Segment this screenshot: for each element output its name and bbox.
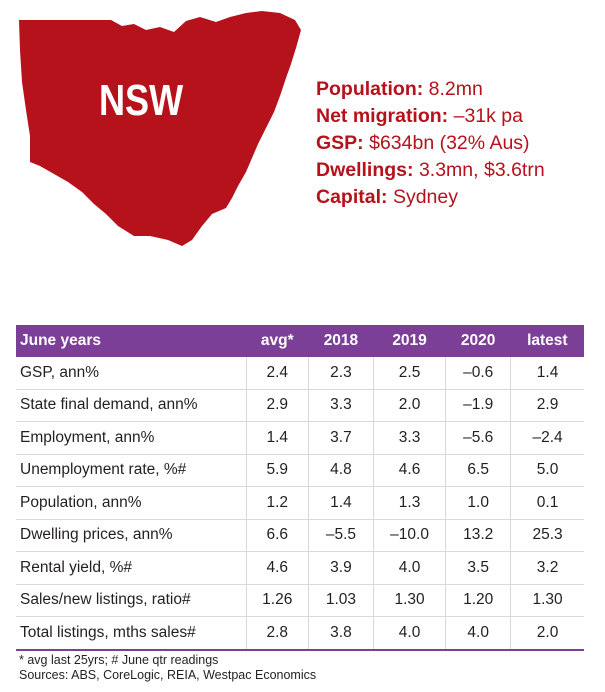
table-cell: 2.9 [510,389,584,422]
table-row: Rental yield, %# 4.6 3.9 4.0 3.5 3.2 [16,551,584,585]
table-cell: 3.9 [307,551,374,585]
table-cell: 1.3 [372,486,446,520]
table-cell: –5.6 [445,421,511,455]
table-cell: 2.5 [372,357,446,390]
table-cell: 4.6 [245,551,309,585]
fact-value: Sydney [392,186,458,208]
table-row: Population, ann% 1.2 1.4 1.3 1.0 0.1 [16,486,584,520]
fact-label: GSP: [316,132,364,154]
table-cell: 4.6 [372,454,446,487]
row-label: Population, ann% [16,486,246,520]
column-header: latest [510,325,584,357]
table-cell: 6.6 [245,519,309,552]
footnote-definitions: * avg last 25yrs; # June qtr readings [19,653,219,667]
fact-net-migration: Net migration: –31k pa [316,103,545,130]
table-cell: 2.0 [372,389,446,422]
table-cell: 1.4 [245,421,309,455]
table-cell: 3.2 [510,551,584,585]
table-cell: 3.5 [445,551,511,585]
row-label: Dwelling prices, ann% [16,519,246,552]
table-cell: 25.3 [510,519,584,552]
table-cell: –0.6 [445,357,511,390]
table-cell: 2.0 [510,616,584,651]
fact-label: Net migration: [316,105,449,127]
table-cell: 1.26 [245,584,309,617]
table-cell: 4.0 [445,616,511,651]
table-cell: 2.9 [245,389,309,422]
table-cell: 1.4 [510,357,584,390]
table-cell: 6.5 [445,454,511,487]
nsw-state-shape [19,11,301,246]
footnote-sources: Sources: ABS, CoreLogic, REIA, Westpac E… [19,668,317,682]
table-cell: 1.30 [510,584,584,617]
row-label: Employment, ann% [16,421,246,455]
table-cell: –1.9 [445,389,511,422]
table-cell: 5.9 [245,454,309,487]
table-cell: 2.8 [245,616,309,651]
footnotes: * avg last 25yrs; # June qtr readings So… [19,653,316,683]
column-header: 2018 [308,325,374,357]
table-row: GSP, ann% 2.4 2.3 2.5 –0.6 1.4 [16,357,584,390]
fact-population: Population: 8.2mn [316,76,545,103]
row-label: Unemployment rate, %# [16,454,246,487]
row-label: Total listings, mths sales# [16,616,246,651]
fact-value: $634bn (32% Aus) [369,132,530,154]
table-cell: 2.4 [245,357,309,390]
table-cell: 3.8 [307,616,374,651]
table-cell: 4.0 [372,551,446,585]
table-cell: 1.0 [445,486,511,520]
column-header: June years [16,325,246,357]
table-cell: 1.03 [307,584,374,617]
table-cell: 3.7 [307,421,374,455]
table-cell: 3.3 [307,389,374,422]
table-cell: –5.5 [307,519,374,552]
fact-label: Capital: [316,186,388,208]
row-label: State final demand, ann% [16,389,246,422]
row-label: Rental yield, %# [16,551,246,585]
table-cell: –10.0 [372,519,446,552]
table-row: Total listings, mths sales# 2.8 3.8 4.0 … [16,616,584,651]
table-cell: 4.8 [307,454,374,487]
key-facts: Population: 8.2mn Net migration: –31k pa… [316,76,545,211]
economic-indicators-table: June years avg* 2018 2019 2020 latest GS… [16,325,584,651]
table-cell: 1.20 [445,584,511,617]
table-row: Employment, ann% 1.4 3.7 3.3 –5.6 –2.4 [16,421,584,455]
row-label: Sales/new listings, ratio# [16,584,246,617]
table-header-row: June years avg* 2018 2019 2020 latest [16,325,584,357]
fact-value: 3.3mn, $3.6trn [418,159,545,181]
fact-dwellings: Dwellings: 3.3mn, $3.6trn [316,157,545,184]
table-cell: –2.4 [510,421,584,455]
table-cell: 0.1 [510,486,584,520]
row-label: GSP, ann% [16,357,246,390]
table-cell: 1.2 [245,486,309,520]
table-cell: 1.30 [372,584,446,617]
table-cell: 2.3 [307,357,374,390]
column-header: 2020 [445,325,511,357]
fact-value: 8.2mn [428,78,483,100]
table-cell: 5.0 [510,454,584,487]
table-cell: 13.2 [445,519,511,552]
column-header: 2019 [373,325,446,357]
fact-value: –31k pa [453,105,523,127]
table-cell: 1.4 [307,486,374,520]
table-cell: 3.3 [372,421,446,455]
fact-label: Population: [316,78,424,100]
state-label: NSW [99,76,184,125]
column-header: avg* [246,325,309,357]
table-row: Sales/new listings, ratio# 1.26 1.03 1.3… [16,584,584,617]
fact-gsp: GSP: $634bn (32% Aus) [316,130,545,157]
table-row: Dwelling prices, ann% 6.6 –5.5 –10.0 13.… [16,519,584,552]
fact-capital: Capital: Sydney [316,184,545,211]
table-row: State final demand, ann% 2.9 3.3 2.0 –1.… [16,389,584,422]
nsw-map [19,11,301,246]
table-row: Unemployment rate, %# 5.9 4.8 4.6 6.5 5.… [16,454,584,487]
fact-label: Dwellings: [316,159,414,181]
table-cell: 4.0 [372,616,446,651]
